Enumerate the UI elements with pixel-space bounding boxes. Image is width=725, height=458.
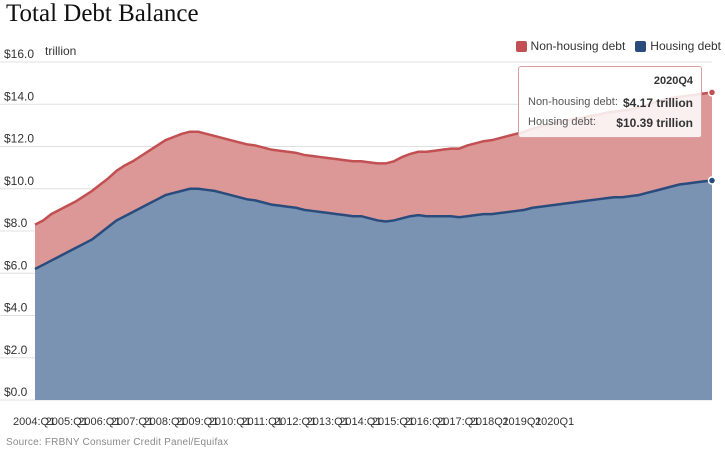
y-tick-label: $0.0 bbox=[4, 385, 28, 399]
hover-tooltip: 2020Q4 Non-housing debt: $4.17 trillion … bbox=[518, 66, 702, 138]
x-tick-label: 2017:Q1 bbox=[437, 416, 479, 428]
tooltip-row-housing: Housing debt: $10.39 trillion bbox=[528, 116, 693, 130]
legend-label-housing: Housing debt bbox=[650, 39, 721, 53]
x-tick-label: 2005:Q1 bbox=[46, 416, 88, 428]
x-tick-label: 2016:Q1 bbox=[405, 416, 447, 428]
tooltip-row-non-housing: Non-housing debt: $4.17 trillion bbox=[528, 96, 693, 110]
y-tick-label: $14.0 bbox=[4, 89, 34, 103]
x-axis-ticks: 2004:Q12005:Q12006:Q12007:Q12008:Q12009:… bbox=[13, 416, 574, 428]
tooltip-housing-label: Housing debt: bbox=[528, 116, 596, 128]
y-tick-label: $8.0 bbox=[4, 216, 28, 230]
housing-endpoint-marker[interactable] bbox=[707, 176, 717, 185]
x-tick-label: 2015:Q1 bbox=[372, 416, 414, 428]
chart-legend: Non-housing debt Housing debt bbox=[515, 39, 721, 53]
housing-area bbox=[35, 180, 712, 400]
tooltip-non-housing-label: Non-housing debt: bbox=[528, 96, 618, 108]
legend-item-housing[interactable]: Housing debt bbox=[635, 39, 721, 53]
y-tick-label: $2.0 bbox=[4, 343, 28, 357]
x-tick-label: 2011:Q1 bbox=[241, 416, 282, 428]
x-tick-label: 2007:Q1 bbox=[111, 416, 153, 428]
x-tick-label: 2020Q1 bbox=[535, 416, 574, 428]
x-tick-label: 2019Q1 bbox=[502, 416, 541, 428]
tooltip-period: 2020Q4 bbox=[653, 75, 693, 87]
legend-label-non-housing: Non-housing debt bbox=[530, 39, 626, 53]
x-tick-label: 2013:Q1 bbox=[307, 416, 349, 428]
x-tick-label: 2009:Q1 bbox=[176, 416, 218, 428]
y-tick-label: $10.0 bbox=[4, 174, 34, 188]
y-tick-label: $6.0 bbox=[4, 258, 28, 272]
legend-swatch-housing bbox=[635, 40, 647, 52]
y-axis-unit-label: trillion bbox=[45, 44, 76, 58]
housing-line bbox=[34, 179, 713, 271]
legend-swatch-non-housing bbox=[515, 40, 527, 52]
tooltip-housing-value: $10.39 trillion bbox=[616, 116, 693, 130]
legend-item-non-housing[interactable]: Non-housing debt bbox=[515, 39, 626, 53]
y-axis-ticks: $0.0 $2.0 $4.0 $6.0 $8.0 $10.0 $12.0 $14.0 $16.0 bbox=[4, 47, 34, 399]
tooltip-non-housing-value: $4.17 trillion bbox=[622, 96, 693, 110]
y-tick-label: $4.0 bbox=[4, 301, 28, 315]
non-housing-endpoint-marker[interactable] bbox=[707, 88, 717, 97]
x-tick-label: 2012:Q1 bbox=[274, 416, 316, 428]
y-tick-label: $16.0 bbox=[4, 47, 34, 61]
x-tick-label: 2008:Q1 bbox=[144, 416, 186, 428]
x-tick-label: 2010:Q1 bbox=[209, 416, 251, 428]
x-tick-label: 2018Q1 bbox=[470, 416, 509, 428]
x-tick-label: 2004:Q1 bbox=[13, 416, 55, 428]
chart-title: Total Debt Balance bbox=[6, 0, 199, 27]
source-note: Source: FRBNY Consumer Credit Panel/Equi… bbox=[6, 437, 229, 448]
x-tick-label: 2014:Q1 bbox=[339, 416, 381, 428]
x-tick-label: 2006:Q1 bbox=[78, 416, 120, 428]
y-tick-label: $12.0 bbox=[4, 132, 34, 146]
